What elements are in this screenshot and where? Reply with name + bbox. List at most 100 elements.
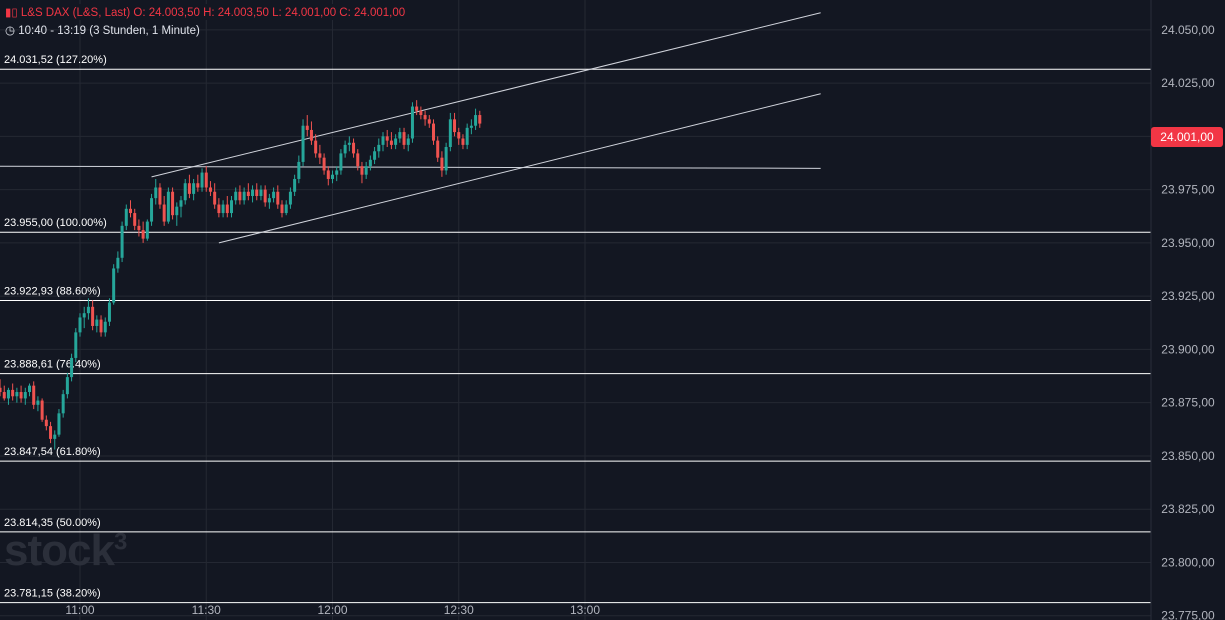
- candle-body: [293, 178, 297, 192]
- candle: [293, 174, 297, 197]
- grid: [0, 0, 1151, 620]
- candle-body: [364, 166, 368, 175]
- candle-body: [196, 183, 200, 188]
- trendline-horizontal-support[interactable]: [0, 165, 821, 169]
- candle-body: [32, 385, 36, 405]
- candle-body: [99, 319, 103, 333]
- candle-body: [204, 172, 208, 188]
- candle-body: [427, 119, 431, 124]
- candle: [415, 100, 419, 116]
- candle: [314, 134, 318, 158]
- candle-body: [284, 204, 288, 214]
- y-tick-label: 23.800,00: [1161, 555, 1215, 569]
- x-tick-label: 12:00: [317, 603, 347, 617]
- candle-body: [133, 213, 137, 226]
- candle: [204, 166, 208, 192]
- candle: [368, 155, 372, 171]
- candle: [103, 317, 107, 337]
- candle: [120, 221, 124, 263]
- y-tick-label: 23.825,00: [1161, 502, 1215, 516]
- candle: [448, 112, 452, 152]
- trendline-channel-lower[interactable]: [218, 93, 821, 244]
- candle-body: [322, 157, 326, 171]
- candle-body: [158, 187, 162, 205]
- candle: [15, 387, 19, 403]
- trendlines[interactable]: [0, 12, 821, 244]
- time-axis[interactable]: 11:00 11:30 12:00 12:30 13:00: [65, 603, 600, 617]
- candle-body: [78, 317, 82, 333]
- candle-body: [162, 204, 166, 222]
- ohlc-high: H: 24.003,50: [203, 7, 269, 19]
- candle: [469, 119, 473, 135]
- x-tick-label: 11:00: [65, 603, 94, 617]
- candle-body: [0, 387, 2, 393]
- candle-body: [453, 119, 457, 133]
- last-price-value: 24.001,00: [1160, 130, 1214, 144]
- chart-type-icon[interactable]: ▮▯: [5, 7, 18, 19]
- candle-body: [238, 191, 242, 201]
- candle: [221, 200, 225, 218]
- candle: [133, 208, 137, 231]
- fib-level-label: 23.847,54 (61.80%): [4, 446, 101, 458]
- candle: [150, 193, 154, 226]
- fib-level-label: 23.781,15 (38.20%): [4, 588, 101, 600]
- candle-body: [61, 394, 65, 414]
- candle: [82, 306, 86, 329]
- candle: [280, 200, 284, 218]
- candle: [419, 106, 423, 120]
- candle: [11, 383, 15, 401]
- candle-body: [91, 306, 95, 326]
- candle: [255, 183, 259, 201]
- candle: [238, 185, 242, 205]
- candle: [423, 110, 427, 126]
- candle: [457, 127, 461, 145]
- candles: [0, 100, 482, 450]
- candle-body: [116, 257, 120, 269]
- candle: [162, 196, 166, 226]
- candle-body: [272, 191, 276, 199]
- candle: [427, 115, 431, 128]
- candle-body: [171, 191, 175, 216]
- candle-body: [112, 268, 116, 303]
- candle-body: [267, 198, 271, 203]
- candle-body: [465, 127, 469, 145]
- trendline-channel-upper[interactable]: [151, 12, 821, 178]
- fibonacci-levels: 24.082,40 (158.20%)24.031,52 (127.20%)23…: [0, 54, 1151, 604]
- candle: [208, 181, 212, 197]
- candle-body: [225, 204, 229, 214]
- candle: [179, 196, 183, 218]
- candle-body: [461, 138, 465, 145]
- candle: [339, 149, 343, 175]
- candle: [2, 385, 6, 401]
- candle-body: [410, 106, 414, 139]
- candle: [154, 178, 158, 205]
- candle-body: [389, 140, 393, 145]
- candle-body: [49, 426, 53, 439]
- candle: [70, 353, 74, 382]
- candle: [410, 102, 414, 143]
- candle: [175, 202, 179, 226]
- candle-body: [368, 159, 372, 167]
- candle: [192, 178, 196, 201]
- candle-body: [436, 140, 440, 158]
- symbol-header[interactable]: ▮▯ L&S DAX (L&S, Last) O: 24.003,50 H: 2…: [2, 4, 409, 20]
- candle-body: [129, 208, 132, 214]
- fib-level-label: 23.888,61 (76.40%): [4, 359, 101, 371]
- candle: [145, 219, 149, 241]
- candle-body: [398, 132, 402, 139]
- candle-body: [394, 138, 398, 145]
- period-header: ◷ 10:40 - 13:19 (3 Stunden, 1 Minute): [2, 22, 203, 38]
- candle: [234, 187, 238, 205]
- candle-body: [444, 147, 448, 171]
- candle-body: [95, 319, 99, 326]
- candle: [183, 178, 187, 205]
- candle: [377, 138, 381, 158]
- candle: [259, 185, 263, 201]
- candle-body: [331, 174, 334, 179]
- candle: [171, 187, 175, 220]
- candle-body: [82, 313, 86, 318]
- candle: [61, 389, 65, 418]
- candle-body: [44, 419, 48, 427]
- candle: [360, 161, 364, 184]
